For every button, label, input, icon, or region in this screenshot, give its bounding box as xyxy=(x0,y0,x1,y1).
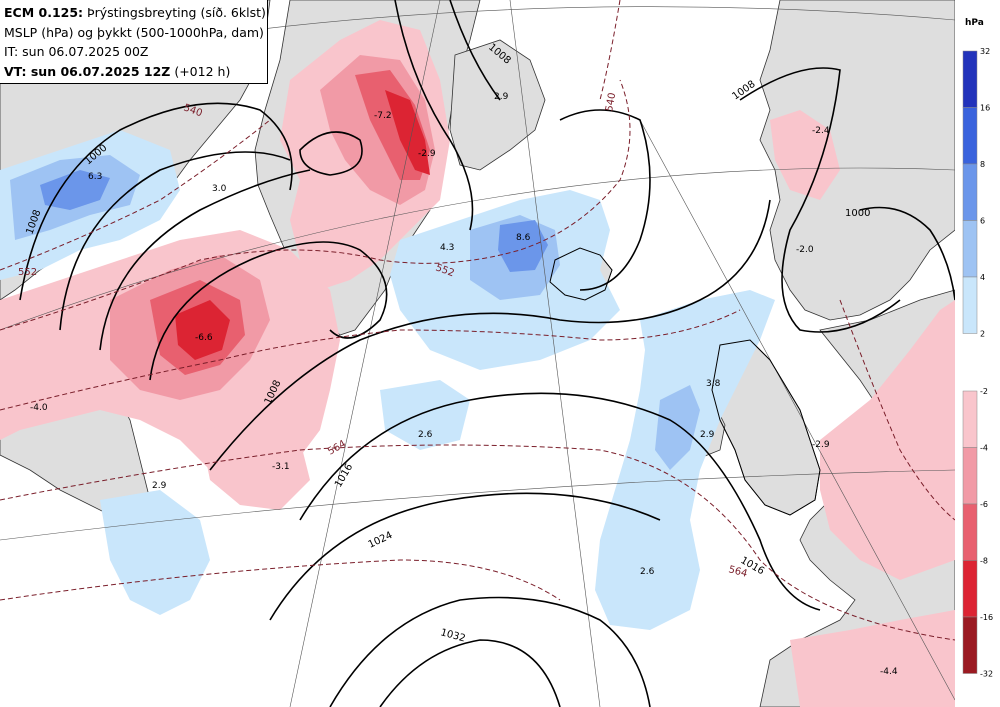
thickness-labels: 540 552 552 540 564 564 xyxy=(18,92,749,580)
isobar-label-1016-a: 1016 xyxy=(333,462,355,490)
legend-pos-swatch-4 xyxy=(962,276,978,334)
lead-time: (+012 h) xyxy=(170,63,231,79)
header-line-2: MSLP (hPa) og þykkt (500-1000hPa, dam) xyxy=(4,24,264,40)
change-label-p: -2.9 xyxy=(812,440,830,450)
legend-pos-tick-0: 32 xyxy=(980,47,990,56)
isobar-label-1008-d: 1008 xyxy=(730,79,757,103)
thickness-label-552-a: 552 xyxy=(18,267,37,278)
isobar-label-1024: 1024 xyxy=(367,530,395,551)
change-label-o: 3.8 xyxy=(706,379,721,389)
model-name: ECM 0.125: xyxy=(4,5,84,20)
scandinavia-land xyxy=(759,0,956,321)
legend-neg-swatch-4 xyxy=(962,616,978,674)
change-label-i: -2.0 xyxy=(796,245,814,255)
legend-pos-tick-1: 16 xyxy=(980,104,990,113)
thickness-layer xyxy=(0,0,956,641)
change-label-g: 8.6 xyxy=(516,233,531,243)
thickness-label-564-a: 564 xyxy=(326,439,348,458)
change-label-e: 3.0 xyxy=(212,184,227,194)
legend-pos-tick-2: 8 xyxy=(980,160,985,169)
change-label-l: -3.1 xyxy=(272,462,290,472)
change-label-c: 2.9 xyxy=(494,92,509,102)
color-legend: hPa 32 16 8 6 4 2 -2 -4 -6 -8 -16 -32 xyxy=(955,0,1000,707)
map-header: ECM 0.125: Þrýstingsbreyting (síð. 6klst… xyxy=(0,0,268,84)
isobar-layer xyxy=(19,0,956,707)
legend-neg-swatch-3 xyxy=(962,560,978,618)
change-label-k: -4.0 xyxy=(30,403,48,413)
legend-neg-tick-4: -16 xyxy=(980,613,993,622)
pressure-rise-shading xyxy=(0,130,775,630)
field-name: Þrýstingsbreyting (síð. 6klst) xyxy=(83,5,266,20)
change-label-a: -7.2 xyxy=(374,111,392,121)
legend-pos-swatch-0 xyxy=(962,50,978,108)
legend-neg-swatch-2 xyxy=(962,503,978,561)
legend-pos-swatch-3 xyxy=(962,220,978,278)
legend-neg-tick-5: -32 xyxy=(980,670,993,679)
change-label-b: -2.9 xyxy=(418,149,436,159)
legend-pos-tick-4: 4 xyxy=(980,273,985,282)
header-line-1: ECM 0.125: Þrýstingsbreyting (síð. 6klst… xyxy=(4,3,267,23)
change-label-n: 2.9 xyxy=(152,481,167,491)
graticule xyxy=(0,0,956,707)
change-label-d: -2.4 xyxy=(812,126,830,136)
legend-neg-tick-2: -6 xyxy=(980,500,988,509)
legend-neg-swatch-1 xyxy=(962,447,978,505)
legend-neg-tick-0: -2 xyxy=(980,387,988,396)
legend-pos-tick-5: 2 xyxy=(980,330,985,339)
change-label-f: 6.3 xyxy=(88,172,102,182)
thickness-label-540-b: 540 xyxy=(604,92,618,113)
legend-positive-bar: 32 16 8 6 4 2 xyxy=(962,47,990,339)
legend-unit: hPa xyxy=(965,18,984,28)
legend-pos-swatch-1 xyxy=(962,107,978,165)
isobar-label-1032: 1032 xyxy=(439,627,466,644)
legend-pos-swatch-2 xyxy=(962,163,978,221)
isobar-label-1000-b: 1000 xyxy=(845,208,870,219)
change-label-r: -4.4 xyxy=(880,667,898,677)
thickness-label-564-b: 564 xyxy=(727,564,748,580)
legend-negative-bar: -2 -4 -6 -8 -16 -32 xyxy=(962,387,993,679)
header-line-3: IT: sun 06.07.2025 00Z xyxy=(4,44,149,59)
coast-accents xyxy=(549,247,821,516)
change-label-s: 2.9 xyxy=(700,430,715,440)
header-line-4: VT: sun 06.07.2025 12Z (+012 h) xyxy=(4,62,267,82)
change-label-j: -6.6 xyxy=(195,333,213,343)
pressure-fall-shading xyxy=(0,20,955,707)
change-label-q: 2.6 xyxy=(640,567,655,577)
legend-neg-tick-3: -8 xyxy=(980,557,988,566)
change-value-labels: -7.2 -2.9 2.9 -2.4 3.0 6.3 8.6 4.3 -2.0 … xyxy=(30,92,898,677)
legend-neg-tick-1: -4 xyxy=(980,444,988,453)
legend-neg-swatch-0 xyxy=(962,390,978,448)
change-label-m: 2.6 xyxy=(418,430,433,440)
valid-time: VT: sun 06.07.2025 12Z xyxy=(4,63,171,79)
legend-pos-tick-3: 6 xyxy=(980,217,985,226)
change-label-h: 4.3 xyxy=(440,243,454,253)
